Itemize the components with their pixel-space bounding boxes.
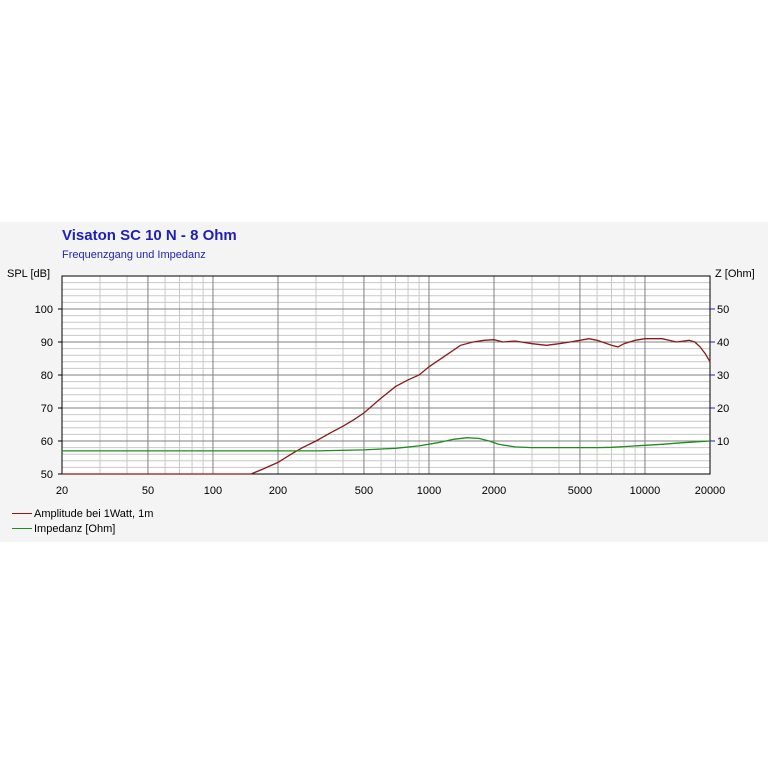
legend-item-amplitude: Amplitude bei 1Watt, 1m (12, 506, 153, 521)
y-left-tick-label: 90 (41, 337, 53, 349)
legend-label-impedance: Impedanz [Ohm] (34, 522, 116, 535)
x-tick-label: 20000 (695, 485, 726, 497)
series-lines (62, 338, 711, 475)
legend-swatch-amplitude (12, 513, 32, 514)
y-right-tick-labels: 10 20 30 40 50 (710, 304, 729, 448)
x-tick-label: 500 (355, 485, 373, 497)
x-tick-label: 10000 (630, 485, 661, 497)
y-left-tick-label: 80 (41, 370, 53, 382)
y-right-tick-label: 10 (717, 436, 729, 448)
y-axis-right-label: Z [Ohm] (715, 268, 755, 280)
legend: Amplitude bei 1Watt, 1m Impedanz [Ohm] (12, 506, 153, 536)
y-left-tick-label: 70 (41, 403, 53, 415)
legend-item-impedance: Impedanz [Ohm] (12, 521, 153, 536)
x-tick-label: 5000 (568, 485, 592, 497)
chart-area: 20 50 100 200 500 1000 2000 5000 10000 20000 5060… (35, 275, 729, 497)
chart-panel: 20 50 100 200 500 1000 2000 5000 10000 20000 50 60… (0, 222, 768, 542)
legend-swatch-impedance (12, 528, 32, 529)
y-right-tick-label: 40 (717, 337, 729, 349)
y-left-tick-label: 60 (41, 436, 53, 448)
y-right-tick-label: 50 (717, 304, 729, 316)
x-tick-label: 2000 (482, 485, 506, 497)
y-axis-left-label: SPL [dB] (7, 268, 51, 280)
x-tick-label: 200 (269, 485, 287, 497)
y-left-tick-label: 50 (41, 469, 53, 481)
x-tick-label: 50 (142, 485, 154, 497)
y-right-tick-label: 20 (717, 403, 729, 415)
y-right-tick-label: 30 (717, 370, 729, 382)
x-tick-label: 20 (56, 485, 68, 497)
y-left-tick-labels: 50 60 70 80 90 100 (35, 304, 62, 481)
legend-label-amplitude: Amplitude bei 1Watt, 1m (34, 507, 154, 520)
chart-title: Visaton SC 10 N - 8 Ohm (62, 227, 237, 244)
x-tick-label: 100 (204, 485, 222, 497)
series-line-impedance (62, 437, 711, 452)
y-left-tick-label: 100 (35, 304, 53, 316)
chart-subtitle: Frequenzgang und Impedanz (62, 249, 206, 261)
x-tick-labels: 20 50 100 200 500 1000 2000 5000 10000 20000 (56, 485, 725, 497)
series-line-amplitude (62, 338, 711, 475)
x-tick-label: 1000 (417, 485, 441, 497)
